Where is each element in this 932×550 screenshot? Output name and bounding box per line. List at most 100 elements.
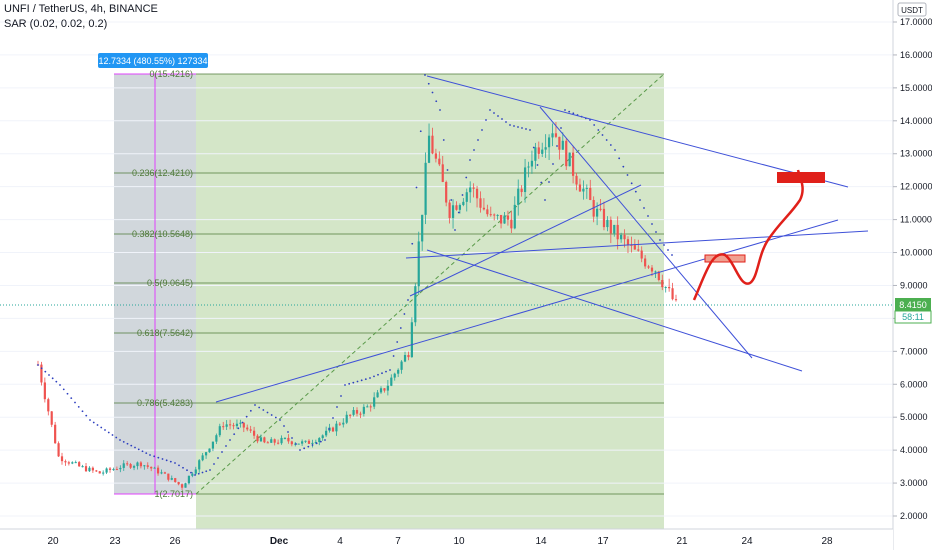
- sar-dot: [431, 91, 434, 94]
- trendline-descending[interactable]: [539, 106, 753, 359]
- sar-dot: [81, 410, 84, 413]
- sar-dot: [532, 146, 535, 149]
- sar-dot: [505, 121, 507, 123]
- time-tick-label: 14: [535, 536, 547, 547]
- trendline-upper-resistance[interactable]: [426, 75, 849, 188]
- trendline-horizontal[interactable]: [405, 230, 869, 259]
- candle-body: [108, 468, 112, 470]
- sar-dot: [622, 165, 625, 168]
- sar-dot: [74, 401, 76, 404]
- indicator-label: SAR (0.02, 0.02, 0.2): [4, 18, 108, 30]
- candle-body: [349, 414, 352, 416]
- trendline-channel-lower[interactable]: [426, 249, 803, 372]
- sar-dot: [126, 442, 129, 445]
- candle-body: [431, 135, 434, 154]
- currency-label[interactable]: USDT: [901, 6, 923, 15]
- candle-body: [246, 427, 249, 430]
- trendline-flag[interactable]: [409, 184, 642, 297]
- trendline-rising-support[interactable]: [215, 219, 839, 403]
- candle-body: [352, 410, 355, 415]
- last-price-tag: [895, 298, 931, 311]
- sar-dot: [651, 223, 653, 225]
- price-tick-label: 10.0000: [900, 248, 932, 258]
- sar-dot: [344, 384, 346, 386]
- candle-body: [520, 188, 523, 193]
- candle-body: [198, 460, 201, 470]
- trendlines[interactable]: [215, 75, 869, 403]
- sar-dot: [130, 444, 133, 447]
- candle-body: [290, 441, 293, 445]
- price-tick-label: 2.0000: [900, 511, 928, 521]
- sar-dot: [44, 370, 47, 373]
- candle-body: [664, 286, 667, 288]
- time-tick-label: 26: [169, 536, 181, 547]
- candle-body: [602, 208, 606, 228]
- candle-body: [64, 461, 67, 463]
- sar-dot: [328, 428, 330, 430]
- candle-body: [150, 466, 153, 469]
- sar-dot: [618, 157, 621, 160]
- sar-dot: [190, 471, 192, 474]
- sar-dot: [201, 471, 204, 474]
- sar-dot: [229, 439, 231, 441]
- sar-dot: [134, 446, 136, 449]
- candle-body: [91, 467, 94, 471]
- candle-body: [383, 388, 386, 391]
- candle-body: [338, 423, 341, 425]
- sar-dot: [119, 439, 121, 441]
- sar-dot: [552, 163, 554, 165]
- price-tick-label: 13.0000: [900, 149, 932, 159]
- candle-body: [393, 373, 396, 378]
- sar-dot: [544, 199, 546, 201]
- sar-dot: [403, 313, 406, 315]
- price-tick-label: 9.0000: [900, 280, 928, 290]
- candle-body: [105, 468, 108, 473]
- candle-body: [136, 462, 139, 467]
- candle-body: [554, 133, 558, 137]
- candle-body: [163, 472, 167, 474]
- sar-dot: [509, 124, 511, 126]
- sar-dot: [262, 409, 265, 411]
- sar-dot: [245, 415, 248, 418]
- candle-body: [373, 397, 376, 407]
- time-axis[interactable]: 20 23 26 Dec 4 7 10 14 17 21 24 28: [47, 536, 833, 547]
- sar-dot: [340, 395, 342, 397]
- sar-dot: [96, 424, 99, 426]
- candle-body: [469, 187, 472, 193]
- candle-body: [434, 153, 437, 159]
- candle-body: [71, 462, 74, 464]
- sar-dot: [352, 381, 355, 384]
- measure-label: 12.7334 (480.55%) 127334: [98, 56, 207, 66]
- sar-dot: [279, 419, 281, 421]
- sar-dot: [439, 109, 441, 111]
- candle-body: [568, 152, 571, 167]
- candle-body: [589, 187, 592, 200]
- sar-dot: [157, 456, 160, 459]
- candle-body: [307, 440, 311, 444]
- sar-dot: [392, 355, 395, 357]
- candle-body: [462, 201, 465, 206]
- sar-dot: [548, 181, 550, 183]
- candle-body: [84, 466, 88, 472]
- sar-dot: [233, 433, 236, 436]
- candle-body: [633, 245, 636, 250]
- candle-body: [441, 164, 444, 182]
- time-axis-bg: [0, 529, 893, 550]
- candle-body: [263, 437, 266, 443]
- sar-dot: [315, 442, 318, 445]
- candle-body: [88, 467, 91, 472]
- candle-body: [232, 425, 235, 427]
- fib-level-label: 0(15.4216): [149, 69, 193, 79]
- sar-dot: [283, 425, 285, 427]
- candle-body: [527, 166, 530, 168]
- candle-body: [644, 258, 647, 267]
- sar-dot: [324, 439, 326, 441]
- candle-body: [259, 437, 263, 442]
- sar-dot: [399, 327, 402, 329]
- sar-dot: [663, 244, 665, 246]
- price-tick-label: 12.0000: [900, 182, 932, 192]
- time-tick-label: 7: [395, 536, 401, 547]
- candle-body: [78, 462, 81, 467]
- candle-body: [47, 399, 50, 412]
